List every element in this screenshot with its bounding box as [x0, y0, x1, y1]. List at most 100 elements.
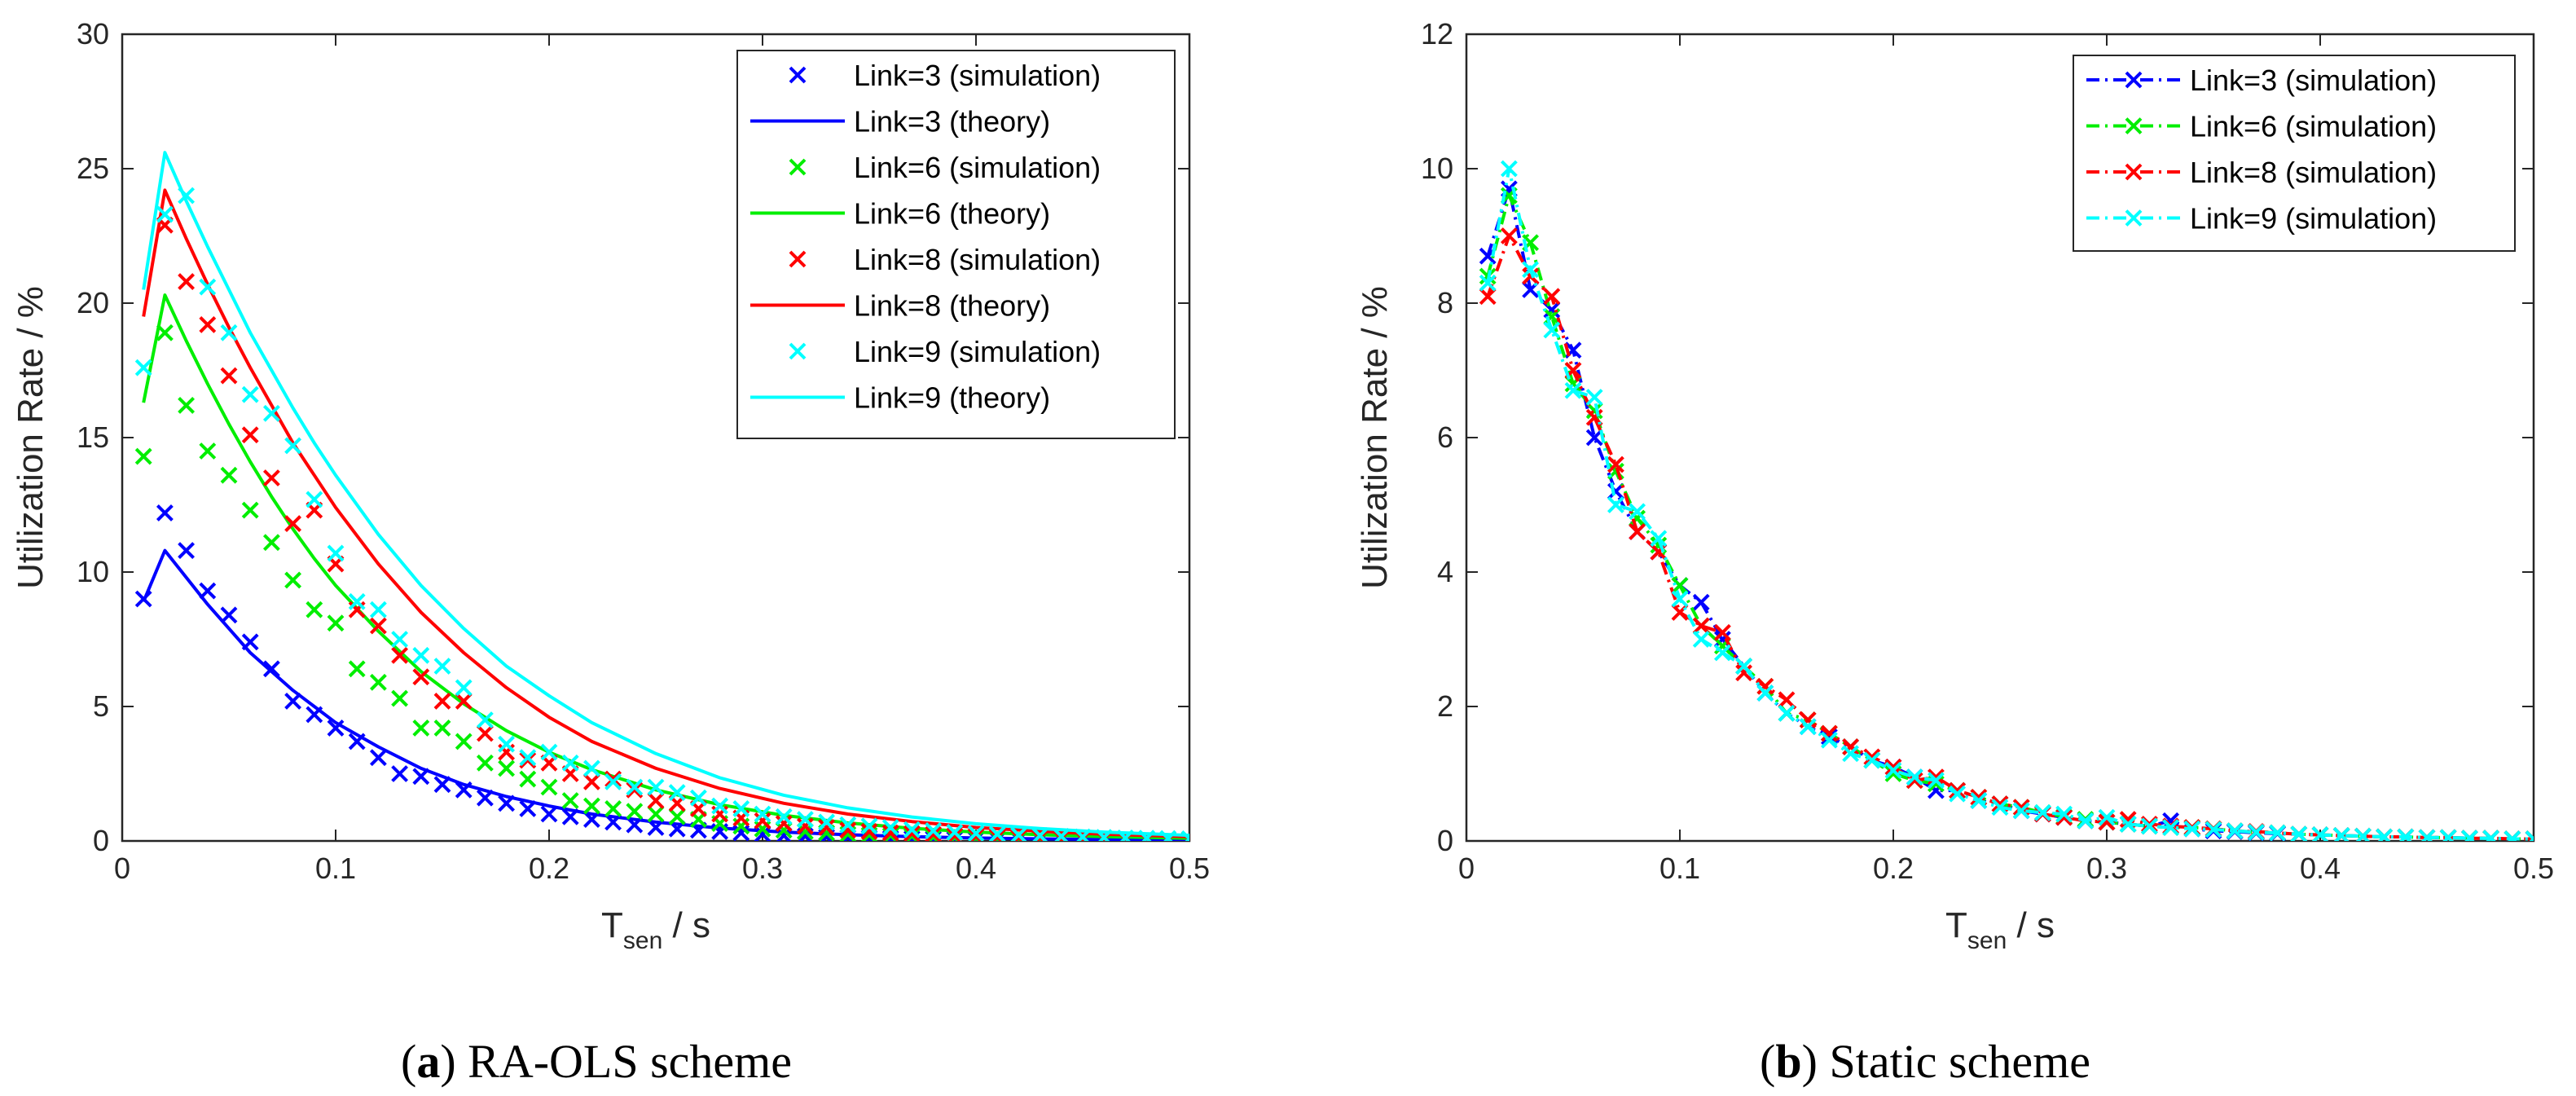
data-point-marker	[1479, 288, 1497, 306]
y-tick-label: 4	[1437, 555, 1453, 588]
data-point-marker	[1713, 644, 1731, 662]
legend-marker-swatch	[789, 342, 807, 360]
data-point-marker	[881, 824, 899, 841]
data-point-marker	[1692, 631, 1710, 648]
data-point-marker	[2332, 826, 2350, 841]
data-point-marker	[241, 501, 259, 519]
data-point-marker	[668, 784, 686, 802]
caption-b: (b) Static scheme	[1760, 1035, 2090, 1088]
data-point-marker	[967, 825, 985, 841]
legend-marker-swatch	[789, 66, 807, 84]
data-point-marker	[391, 646, 409, 664]
data-point-marker	[1970, 792, 1988, 809]
data-point-marker	[134, 359, 152, 376]
data-point-marker	[199, 278, 217, 296]
data-point-marker	[1927, 768, 1945, 786]
data-point-marker	[1585, 429, 1603, 447]
data-point-marker	[1479, 274, 1497, 292]
caption-a: (a) RA-OLS scheme	[401, 1035, 792, 1088]
y-tick-label: 5	[93, 689, 109, 723]
data-point-marker	[582, 759, 600, 777]
data-point-marker	[348, 660, 366, 678]
data-point-marker	[2140, 817, 2158, 835]
data-point-marker	[2354, 827, 2372, 841]
data-point-marker	[1500, 160, 1518, 178]
data-point-marker	[369, 601, 387, 618]
legend-label: Link=8 (simulation)	[854, 243, 1101, 276]
y-tick-label: 10	[1421, 152, 1453, 185]
data-point-marker	[2247, 823, 2265, 841]
data-point-marker	[839, 821, 857, 839]
y-tick-label: 8	[1437, 286, 1453, 319]
legend-label: Link=9 (theory)	[854, 381, 1050, 415]
y-axis-label: Utilization Rate / %	[1355, 286, 1395, 589]
data-point-marker	[818, 813, 836, 831]
data-point-marker	[946, 824, 964, 841]
data-point-marker	[2012, 802, 2030, 820]
x-axis-label-unit: / s	[2007, 905, 2055, 945]
data-point-marker	[1692, 617, 1710, 635]
data-point-marker	[220, 324, 238, 341]
data-point-marker	[540, 778, 558, 796]
legend-item: Link=3 (theory)	[750, 105, 1050, 139]
data-point-marker	[903, 821, 921, 839]
data-point-marker	[369, 749, 387, 767]
data-point-marker	[284, 515, 302, 533]
plot-series-group	[134, 151, 1189, 841]
legend-label: Link=9 (simulation)	[2190, 202, 2437, 235]
data-point-marker	[412, 668, 430, 686]
data-point-marker	[1692, 593, 1710, 611]
data-point-marker	[178, 396, 196, 414]
data-point-marker	[775, 815, 793, 832]
legend-item: Link=8 (theory)	[750, 289, 1050, 323]
legend-label: Link=6 (simulation)	[2190, 110, 2437, 143]
data-point-marker	[2439, 829, 2457, 841]
data-point-marker	[925, 825, 943, 841]
data-point-marker	[2183, 820, 2201, 838]
data-point-marker	[2226, 822, 2244, 840]
data-point-marker	[903, 825, 921, 841]
data-point-marker	[2311, 826, 2329, 841]
data-point-marker	[2098, 808, 2116, 826]
data-point-marker	[1949, 785, 1967, 803]
data-point-marker	[647, 778, 665, 796]
data-point-marker	[711, 797, 729, 815]
data-point-marker	[476, 711, 494, 728]
data-point-marker	[604, 772, 622, 790]
data-point-marker	[156, 504, 174, 522]
data-point-marker	[626, 781, 644, 799]
data-point-marker	[1927, 772, 1945, 790]
data-point-marker	[604, 799, 622, 817]
legend-marker-swatch	[2125, 209, 2143, 227]
data-point-marker	[2482, 830, 2500, 841]
x-tick-label: 0.2	[1873, 852, 1914, 885]
y-tick-label: 0	[1437, 824, 1453, 857]
legend-item: Link=8 (simulation)	[2086, 156, 2437, 189]
legend-item: Link=9 (simulation)	[2086, 202, 2437, 235]
data-point-marker	[284, 692, 302, 710]
x-tick-label: 0.3	[742, 852, 783, 885]
legend-label: Link=8 (simulation)	[2190, 156, 2437, 189]
data-point-marker	[1650, 543, 1668, 561]
data-point-marker	[519, 749, 537, 767]
data-point-marker	[284, 571, 302, 589]
data-point-marker	[519, 770, 537, 788]
data-point-marker	[1009, 829, 1027, 841]
data-point-marker	[455, 692, 473, 710]
data-point-marker	[241, 385, 259, 403]
data-point-marker	[1522, 261, 1540, 279]
data-point-marker	[1564, 381, 1582, 399]
y-tick-label: 20	[77, 286, 109, 319]
data-point-marker	[1522, 267, 1540, 285]
data-point-marker	[881, 819, 899, 836]
y-tick-label: 30	[77, 17, 109, 51]
legend-label: Link=6 (theory)	[854, 197, 1050, 231]
data-point-marker	[327, 614, 345, 632]
data-point-marker	[903, 827, 921, 841]
data-point-marker	[647, 792, 665, 809]
x-tick-label: 0.3	[2086, 852, 2127, 885]
data-point-marker	[754, 812, 771, 830]
x-axis-label-main: T	[601, 905, 623, 945]
data-point-marker	[455, 679, 473, 697]
